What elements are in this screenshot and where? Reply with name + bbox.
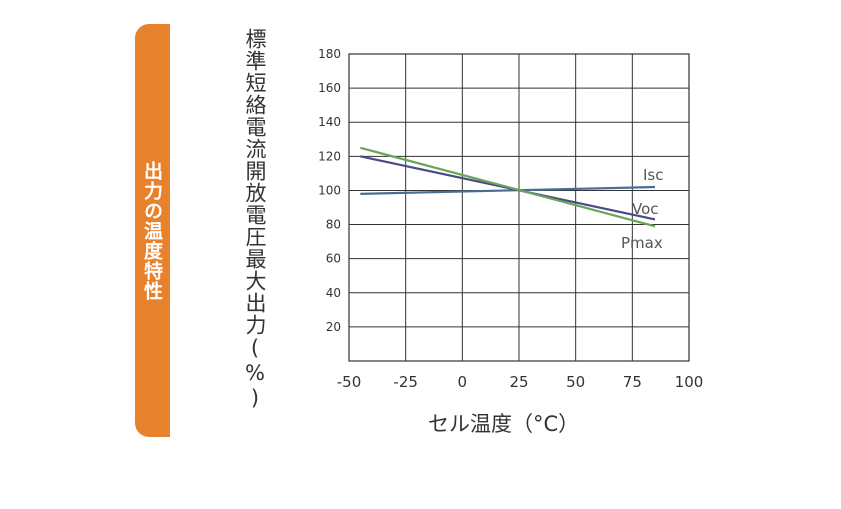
y-tick-label: 120 [318,149,341,163]
x-tick-label: 75 [623,373,642,391]
series-label-isc: Isc [643,166,664,184]
chart-series: Isc Voc Pmax [360,146,664,252]
y-tick-label: 100 [318,183,341,197]
side-tab: 出力の温度特性 [135,24,170,437]
y-tick-label: 140 [318,115,341,129]
y-tick-label: 160 [318,81,341,95]
series-label-voc: Voc [632,200,659,218]
x-tick-label: 25 [509,373,528,391]
chart-grid [348,53,690,362]
series-line-pmax [360,146,656,228]
series-label-pmax: Pmax [621,234,663,252]
x-tick-label: 100 [675,373,704,391]
series-line-isc [360,185,656,195]
y-tick-label: 80 [326,218,341,232]
y-axis-label: 標準短絡電流開放電圧最大出力(%) [243,28,267,411]
y-tick-label: 20 [326,320,341,334]
side-tab-label: 出力の温度特性 [141,160,163,301]
chart-ticks: -50 -25 0 25 50 75 100 20 40 60 80 100 120 140 160 180 [318,47,703,391]
x-tick-label: -25 [393,373,418,391]
y-tick-label: 40 [326,286,341,300]
x-tick-label: 0 [458,373,468,391]
x-tick-label: -50 [337,373,362,391]
y-tick-label: 180 [318,47,341,61]
x-tick-label: 50 [566,373,585,391]
x-axis-label: セル温度（°C） [428,412,580,436]
y-tick-label: 60 [326,252,341,266]
